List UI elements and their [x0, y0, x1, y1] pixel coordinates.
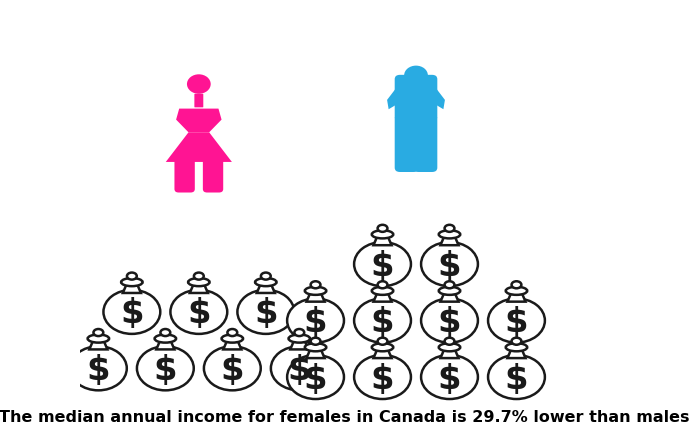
Polygon shape [189, 285, 208, 293]
Ellipse shape [261, 273, 271, 280]
Ellipse shape [488, 298, 545, 343]
Ellipse shape [227, 329, 237, 336]
Text: $: $ [438, 250, 461, 283]
Text: $: $ [438, 306, 461, 339]
Ellipse shape [372, 230, 393, 239]
Ellipse shape [222, 335, 243, 343]
Ellipse shape [287, 355, 344, 399]
Ellipse shape [488, 355, 545, 399]
Text: $: $ [304, 306, 327, 339]
Ellipse shape [70, 346, 127, 390]
Polygon shape [176, 109, 222, 132]
Text: $: $ [187, 297, 211, 330]
FancyBboxPatch shape [413, 114, 438, 172]
Ellipse shape [88, 335, 109, 343]
Ellipse shape [161, 329, 170, 336]
Ellipse shape [506, 287, 527, 295]
FancyBboxPatch shape [395, 114, 419, 172]
Ellipse shape [421, 298, 478, 343]
Polygon shape [507, 294, 526, 302]
Circle shape [187, 74, 211, 94]
Text: $: $ [154, 354, 177, 387]
Ellipse shape [372, 343, 393, 351]
Text: $: $ [371, 306, 394, 339]
Text: The median annual income for females in Canada is 29.7% lower than males: The median annual income for females in … [0, 410, 689, 425]
Polygon shape [440, 350, 458, 358]
Ellipse shape [137, 346, 194, 390]
Ellipse shape [378, 225, 387, 232]
Ellipse shape [305, 343, 327, 351]
Ellipse shape [439, 343, 460, 351]
Text: $: $ [371, 363, 394, 395]
Polygon shape [507, 350, 526, 358]
Ellipse shape [372, 287, 393, 295]
Polygon shape [223, 342, 241, 350]
Text: $: $ [120, 297, 143, 330]
Polygon shape [307, 350, 325, 358]
Ellipse shape [421, 355, 478, 399]
Ellipse shape [421, 242, 478, 286]
Text: $: $ [287, 354, 311, 387]
Ellipse shape [194, 273, 204, 280]
Ellipse shape [506, 343, 527, 351]
Polygon shape [387, 83, 400, 109]
Ellipse shape [354, 355, 411, 399]
Circle shape [404, 66, 428, 85]
Polygon shape [373, 238, 391, 245]
Ellipse shape [511, 281, 522, 288]
Ellipse shape [204, 346, 260, 390]
Ellipse shape [311, 338, 320, 345]
Polygon shape [90, 342, 107, 350]
Ellipse shape [255, 278, 276, 286]
Ellipse shape [188, 278, 209, 286]
Polygon shape [373, 350, 391, 358]
Ellipse shape [103, 290, 161, 334]
Ellipse shape [439, 230, 460, 239]
FancyBboxPatch shape [194, 94, 203, 108]
Ellipse shape [287, 298, 344, 343]
Ellipse shape [305, 287, 327, 295]
Ellipse shape [271, 346, 328, 390]
Ellipse shape [127, 273, 137, 280]
Ellipse shape [289, 335, 310, 343]
Text: $: $ [254, 297, 278, 330]
Polygon shape [432, 83, 445, 109]
Text: $: $ [505, 306, 528, 339]
Text: $: $ [304, 363, 327, 395]
Polygon shape [440, 294, 458, 302]
Ellipse shape [238, 290, 294, 334]
Polygon shape [166, 132, 232, 162]
FancyBboxPatch shape [174, 158, 195, 193]
Text: $: $ [87, 354, 110, 387]
FancyBboxPatch shape [398, 111, 435, 123]
Ellipse shape [170, 290, 227, 334]
Text: $: $ [371, 250, 394, 283]
Ellipse shape [154, 335, 176, 343]
Polygon shape [257, 285, 275, 293]
Ellipse shape [294, 329, 305, 336]
Ellipse shape [121, 278, 143, 286]
Ellipse shape [94, 329, 103, 336]
Polygon shape [290, 342, 309, 350]
FancyBboxPatch shape [203, 158, 223, 193]
Ellipse shape [378, 281, 387, 288]
Ellipse shape [439, 287, 460, 295]
Ellipse shape [378, 338, 387, 345]
Polygon shape [440, 238, 458, 245]
Polygon shape [156, 342, 174, 350]
Ellipse shape [444, 338, 455, 345]
Polygon shape [307, 294, 325, 302]
Ellipse shape [354, 298, 411, 343]
Polygon shape [123, 285, 141, 293]
Polygon shape [373, 294, 391, 302]
Text: $: $ [505, 363, 528, 395]
Text: $: $ [220, 354, 244, 387]
Ellipse shape [311, 281, 320, 288]
Ellipse shape [511, 338, 522, 345]
Ellipse shape [444, 281, 455, 288]
FancyBboxPatch shape [395, 75, 438, 121]
Ellipse shape [444, 225, 455, 232]
Text: $: $ [438, 363, 461, 395]
Ellipse shape [354, 242, 411, 286]
